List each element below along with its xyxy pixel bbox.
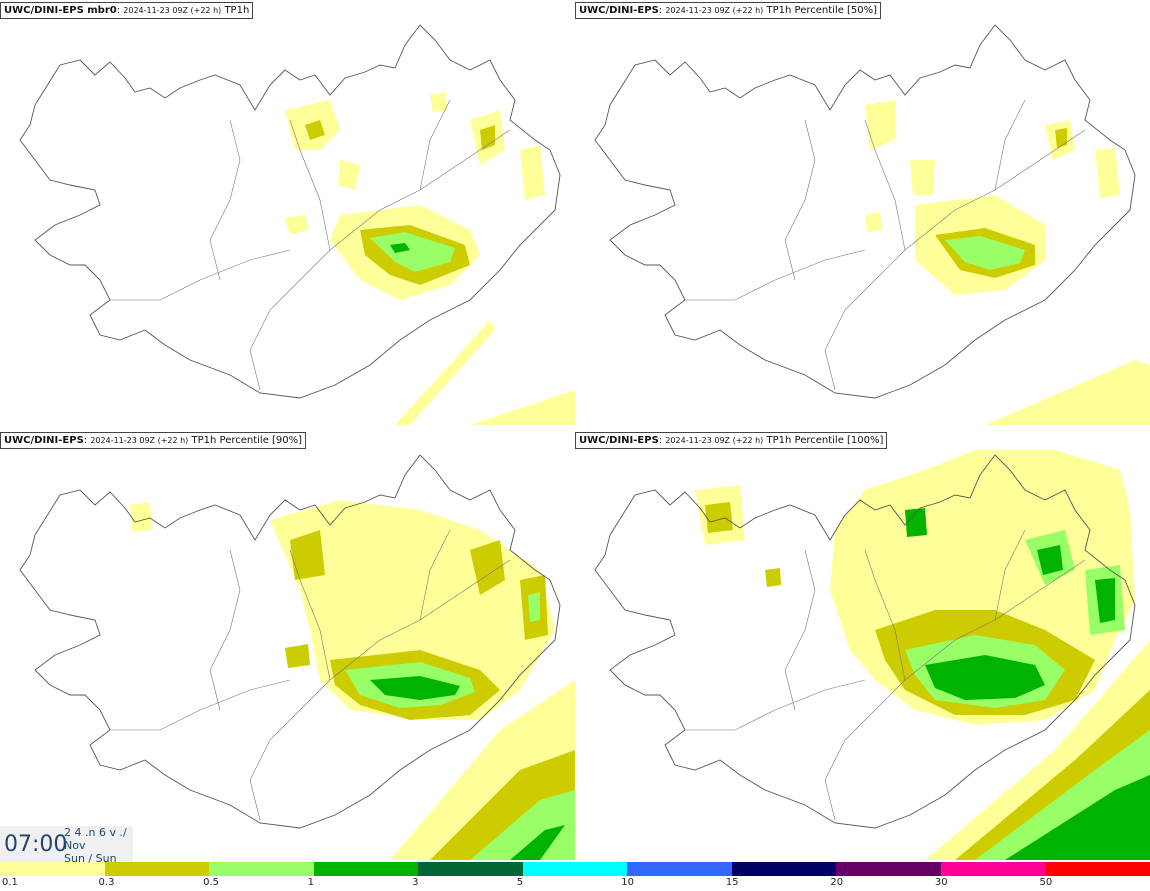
map-panel-p90: UWC/DINI-EPS: 2024-11-23 09Z (+22 h) TP1… — [0, 430, 575, 860]
colorbar-label: 30 — [934, 877, 948, 888]
clock-time: 07:00 — [4, 832, 68, 857]
panel-time: 2024-11-23 09Z (+22 h) — [90, 436, 189, 445]
colorbar-swatch — [836, 862, 941, 876]
panel-time: 2024-11-23 09Z (+22 h) — [123, 6, 222, 15]
colorbar-swatches — [0, 862, 1150, 876]
panel-field: TP1h Percentile [90%] — [191, 435, 303, 446]
colorbar-label: 0.5 — [203, 877, 219, 888]
precip-map — [594, 24, 1150, 425]
clock-month: Nov — [64, 839, 86, 852]
panel-field: TP1h Percentile [100%] — [766, 435, 884, 446]
panel-title: UWC/DINI-EPS: 2024-11-23 09Z (+22 h) TP1… — [575, 2, 882, 19]
colorbar-label: 1 — [307, 877, 314, 888]
colorbar-swatch — [731, 862, 837, 876]
panel-source: UWC/DINI-EPS — [4, 435, 84, 446]
precip-colorbar: 0.1 0.3 0.5 1 3 5 10 15 20 30 50 — [0, 862, 1150, 891]
colorbar-label: 0.3 — [98, 877, 115, 888]
colorbar-swatch — [940, 862, 1046, 876]
precip-map — [594, 450, 1150, 860]
clock-weekday: Sun / Sun — [64, 852, 117, 865]
colorbar-label: 50 — [1039, 877, 1053, 888]
colorbar-swatch — [0, 862, 105, 876]
valid-time-clock: 07:00 2 4 .n 6 v ./ Nov Sun / Sun — [0, 826, 133, 865]
panel-source: UWC/DINI-EPS — [579, 5, 659, 16]
colorbar-swatch — [209, 862, 314, 876]
panel-time: 2024-11-23 09Z (+22 h) — [665, 436, 764, 445]
colorbar-swatch — [522, 862, 628, 876]
colorbar-swatch — [104, 862, 210, 876]
panel-title: UWC/DINI-EPS mbr0: 2024-11-23 09Z (+22 h… — [0, 2, 254, 19]
panel-title: UWC/DINI-EPS: 2024-11-23 09Z (+22 h) TP1… — [0, 432, 307, 449]
colorbar-swatch — [418, 862, 523, 876]
precip-map — [19, 24, 575, 425]
panel-field: TP1h Percentile [50%] — [766, 5, 878, 16]
clock-day: 2 4 .n 6 v ./ — [64, 826, 127, 839]
panel-source: UWC/DINI-EPS mbr0 — [4, 5, 117, 16]
colorbar-label: 3 — [412, 877, 419, 888]
precip-map — [19, 454, 575, 860]
colorbar-label: 15 — [725, 877, 739, 888]
colorbar-swatch — [313, 862, 419, 876]
colorbar-labels: 0.1 0.3 0.5 1 3 5 10 15 20 30 50 — [0, 877, 1150, 891]
panel-field: TP1h — [224, 5, 250, 16]
colorbar-label: 0.1 — [2, 877, 18, 888]
panel-time: 2024-11-23 09Z (+22 h) — [665, 6, 764, 15]
colorbar-swatch — [1045, 862, 1150, 876]
colorbar-label: 10 — [621, 877, 634, 888]
colorbar-label: 20 — [830, 877, 844, 888]
colorbar-swatch — [627, 862, 732, 876]
panel-title: UWC/DINI-EPS: 2024-11-23 09Z (+22 h) TP1… — [575, 432, 888, 449]
map-panel-p50: UWC/DINI-EPS: 2024-11-23 09Z (+22 h) TP1… — [575, 0, 1150, 430]
map-panel-mbr0: UWC/DINI-EPS mbr0: 2024-11-23 09Z (+22 h… — [0, 0, 575, 430]
panel-source: UWC/DINI-EPS — [579, 435, 659, 446]
colorbar-label: 5 — [516, 877, 524, 888]
map-panel-p100: UWC/DINI-EPS: 2024-11-23 09Z (+22 h) TP1… — [575, 430, 1150, 860]
